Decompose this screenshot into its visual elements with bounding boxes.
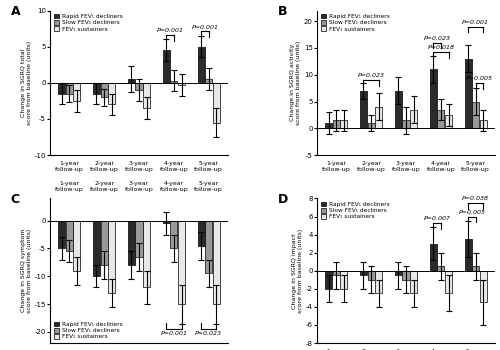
- Bar: [58, 83, 65, 93]
- Bar: [368, 271, 374, 280]
- Bar: [205, 79, 212, 83]
- Text: P=0.005: P=0.005: [458, 210, 485, 215]
- Bar: [93, 83, 100, 93]
- Bar: [333, 120, 340, 128]
- Bar: [198, 47, 204, 83]
- Bar: [128, 221, 135, 265]
- Bar: [402, 120, 409, 128]
- Text: P=0.023: P=0.023: [424, 36, 450, 41]
- Bar: [480, 271, 487, 302]
- Bar: [136, 221, 142, 257]
- Y-axis label: Change in SGRQ impact
score from baseline (units): Change in SGRQ impact score from baselin…: [292, 229, 303, 313]
- Bar: [430, 244, 436, 271]
- Bar: [438, 266, 444, 271]
- Legend: Rapid FEV₁ decliners, Slow FEV₁ decliners, FEV₁ sustainers: Rapid FEV₁ decliners, Slow FEV₁ decliner…: [53, 13, 123, 32]
- Bar: [74, 221, 80, 271]
- Bar: [100, 221, 107, 265]
- Bar: [445, 271, 452, 293]
- Bar: [213, 221, 220, 304]
- Legend: Rapid FEV₁ decliners, Slow FEV₁ decliners, FEV₁ sustainers: Rapid FEV₁ decliners, Slow FEV₁ decliner…: [320, 201, 390, 220]
- Text: B: B: [278, 5, 287, 18]
- Bar: [162, 221, 170, 223]
- Bar: [395, 271, 402, 275]
- Bar: [108, 83, 116, 104]
- Bar: [93, 221, 100, 276]
- Bar: [402, 271, 409, 280]
- Bar: [136, 83, 142, 90]
- Bar: [205, 221, 212, 273]
- Bar: [464, 59, 471, 128]
- Bar: [368, 123, 374, 128]
- Text: C: C: [11, 193, 20, 206]
- Bar: [170, 80, 177, 83]
- Bar: [360, 91, 367, 128]
- Bar: [66, 83, 73, 93]
- Bar: [333, 271, 340, 275]
- Text: P=0.001: P=0.001: [156, 28, 184, 33]
- Legend: Rapid FEV₁ decliners, Slow FEV₁ decliners, FEV₁ sustainers: Rapid FEV₁ decliners, Slow FEV₁ decliner…: [53, 321, 123, 340]
- Bar: [430, 69, 436, 128]
- Y-axis label: Change in SGRQ activity
score from baseline (units): Change in SGRQ activity score from basel…: [290, 41, 301, 125]
- Bar: [472, 102, 479, 128]
- Bar: [395, 91, 402, 128]
- Text: P=0.023: P=0.023: [358, 74, 384, 78]
- Bar: [325, 123, 332, 128]
- Bar: [472, 266, 479, 271]
- Bar: [376, 107, 382, 128]
- Bar: [66, 221, 73, 251]
- Text: P=0.007: P=0.007: [424, 216, 450, 221]
- Bar: [410, 271, 417, 293]
- Text: P=0.038: P=0.038: [462, 196, 489, 201]
- Bar: [445, 115, 452, 128]
- Bar: [143, 221, 150, 287]
- Bar: [340, 120, 347, 128]
- Y-axis label: Change in SGRQ symptom
score from baseline (units): Change in SGRQ symptom score from baseli…: [21, 229, 32, 313]
- Bar: [108, 221, 116, 293]
- Text: P=0.023: P=0.023: [195, 331, 222, 336]
- Bar: [438, 110, 444, 128]
- Text: P=0.018: P=0.018: [428, 45, 454, 50]
- Bar: [360, 271, 367, 275]
- Bar: [410, 110, 417, 128]
- Bar: [170, 221, 177, 248]
- Bar: [340, 271, 347, 289]
- Text: P=0.005: P=0.005: [466, 76, 493, 81]
- Y-axis label: Change in SGRQ total
score from baseline (units): Change in SGRQ total score from baseline…: [21, 41, 32, 125]
- Bar: [128, 79, 135, 83]
- Bar: [464, 239, 471, 271]
- Bar: [162, 50, 170, 83]
- Text: P=0.001: P=0.001: [462, 20, 489, 25]
- Bar: [198, 221, 204, 246]
- Bar: [100, 83, 107, 97]
- Bar: [213, 83, 220, 122]
- Bar: [178, 221, 185, 304]
- Text: P=0.001: P=0.001: [192, 25, 218, 30]
- Bar: [325, 271, 332, 289]
- Text: A: A: [11, 5, 20, 18]
- Bar: [178, 83, 185, 85]
- Bar: [376, 271, 382, 293]
- Legend: Rapid FEV₁ decliners, Slow FEV₁ decliners, FEV₁ sustainers: Rapid FEV₁ decliners, Slow FEV₁ decliner…: [320, 13, 390, 32]
- Text: P=0.001: P=0.001: [160, 331, 188, 336]
- Text: D: D: [278, 193, 288, 206]
- Bar: [58, 221, 65, 248]
- Bar: [143, 83, 150, 108]
- Bar: [74, 83, 80, 101]
- Bar: [480, 120, 487, 128]
